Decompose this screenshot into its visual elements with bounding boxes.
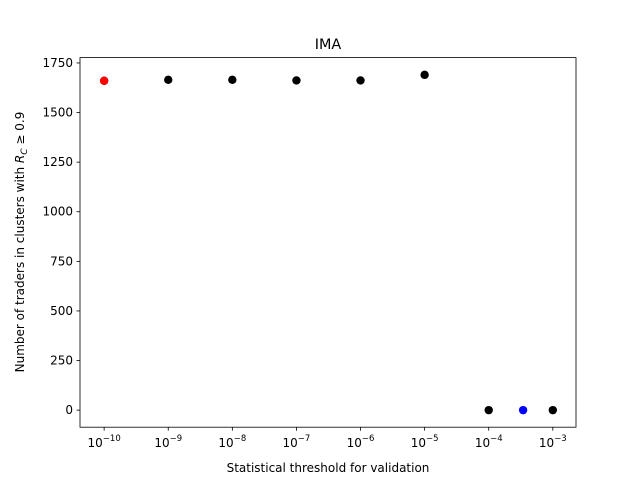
y-tick-label: 250 — [50, 354, 73, 368]
x-tick-exponent: −6 — [362, 434, 375, 444]
point — [484, 405, 493, 415]
x-tick-exponent: −7 — [298, 434, 311, 444]
x-tick-base: 10 — [154, 436, 169, 450]
x-axis-label: Statistical threshold for validation — [227, 461, 430, 475]
y-label-rest: ≥ 0.9 — [13, 112, 27, 149]
y-tick-label: 500 — [50, 304, 73, 318]
x-tick-base: 10 — [347, 436, 362, 450]
axes-frame — [79, 57, 577, 428]
x-tick-base: 10 — [218, 436, 233, 450]
point — [518, 405, 528, 415]
y-tick-label: 0 — [65, 403, 73, 417]
y-label-text: Number of traders in clusters with — [13, 163, 27, 372]
x-tick-label: 10−6 — [347, 434, 375, 450]
x-tick-exponent: −9 — [170, 434, 183, 444]
y-tick-label: 1000 — [42, 205, 73, 219]
point — [356, 76, 365, 85]
point — [228, 75, 237, 85]
x-tick-label: 10−5 — [411, 434, 439, 450]
x-tick-exponent: −5 — [426, 434, 439, 444]
point — [548, 405, 558, 415]
y-tick-label: 1500 — [42, 106, 73, 120]
x-tick-base: 10 — [283, 436, 298, 450]
point — [292, 76, 301, 85]
x-tick-exponent: −8 — [234, 434, 247, 444]
x-tick-label: 10−4 — [475, 434, 503, 450]
x-tick-exponent: −4 — [490, 434, 503, 444]
y-tick-label: 750 — [50, 254, 73, 268]
point — [99, 76, 109, 86]
y-label-var: R — [13, 155, 27, 163]
x-tick-label: 10−9 — [154, 434, 182, 450]
x-tick-label: 10−10 — [88, 434, 121, 450]
y-axis-label: Number of traders in clusters with RC ≥ … — [13, 112, 30, 373]
chart-title: IMA — [315, 37, 342, 53]
x-tick-base: 10 — [475, 436, 490, 450]
x-tick-exponent: −10 — [103, 434, 121, 444]
y-tick-label: 1750 — [42, 56, 73, 70]
x-tick-label: 10−7 — [283, 434, 311, 450]
x-tick-exponent: −3 — [554, 434, 567, 444]
y-label-sub: C — [20, 148, 30, 155]
x-tick-base: 10 — [539, 436, 554, 450]
x-tick-label: 10−8 — [218, 434, 246, 450]
y-tick-label: 1250 — [42, 155, 73, 169]
x-tick-base: 10 — [411, 436, 426, 450]
point — [420, 70, 429, 80]
x-tick-label: 10−3 — [539, 434, 567, 450]
point — [164, 75, 173, 85]
x-tick-base: 10 — [88, 436, 103, 450]
